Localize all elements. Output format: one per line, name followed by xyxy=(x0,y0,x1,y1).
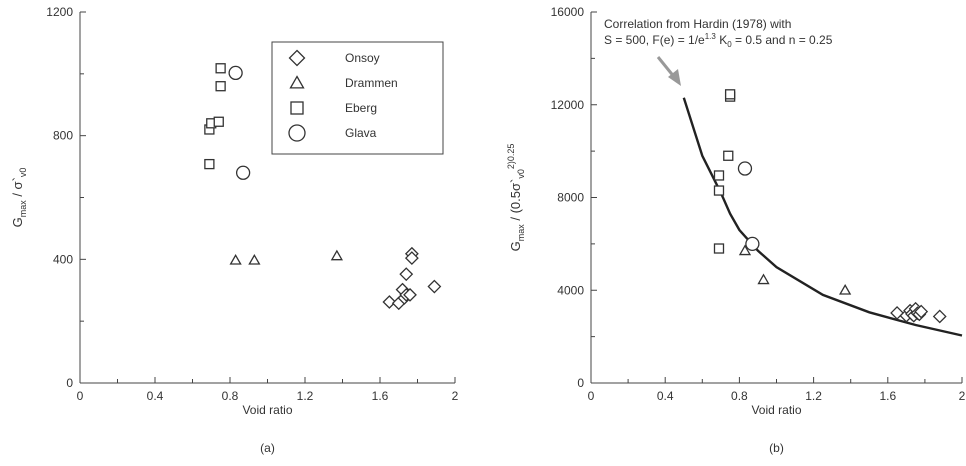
y-tick-label: 16000 xyxy=(551,5,585,19)
series-eberg xyxy=(713,89,736,254)
legend-label-onsoy: Onsoy xyxy=(345,51,380,65)
x-tick-label: 1.2 xyxy=(297,389,314,403)
legend-label-drammen: Drammen xyxy=(345,76,398,90)
panel-a: 0 0.4 0.8 1.2 1.6 2 0 400 800 1200 Void ratio Gmax … xyxy=(10,5,459,455)
data-point-drammen xyxy=(757,273,770,285)
legend-marker-eberg xyxy=(290,101,304,115)
y-tick-label: 12000 xyxy=(551,98,585,112)
x-tick-label: 2 xyxy=(959,389,966,403)
legend-marker-glava xyxy=(288,124,306,142)
y-tick-label: 800 xyxy=(53,129,73,143)
data-point-onsoy xyxy=(427,279,442,294)
annotation-line-2: S = 500, F(e) = 1/e1.3 K0 = 0.5 and n = … xyxy=(604,32,833,49)
x-tick-label: 0 xyxy=(77,389,84,403)
data-point-eberg xyxy=(204,158,215,170)
data-point-eberg xyxy=(215,81,226,92)
data-point-onsoy xyxy=(382,295,397,309)
annotation-arrow-head xyxy=(668,69,681,86)
y-tick-label: 4000 xyxy=(557,283,584,297)
data-point-drammen xyxy=(738,244,752,256)
y-tick-label: 400 xyxy=(53,252,73,266)
legend-marker-onsoy xyxy=(288,49,306,67)
series-glava xyxy=(228,65,251,180)
x-tick-label: 2 xyxy=(452,389,459,403)
panel-caption: (a) xyxy=(260,441,275,455)
series-eberg xyxy=(204,63,226,170)
y-tick-label: 1200 xyxy=(46,5,73,19)
y-tick-label: 0 xyxy=(577,376,584,390)
y-tick-label: 8000 xyxy=(557,191,584,205)
y-axis-label: Gmax / σ`v0 xyxy=(10,168,28,228)
panel-caption: (b) xyxy=(769,441,784,455)
x-tick-label: 0 xyxy=(588,389,595,403)
data-point-glava xyxy=(745,236,760,252)
data-point-eberg xyxy=(713,243,725,254)
x-tick-label: 0.8 xyxy=(222,389,239,403)
panel-b: 0 0.4 0.8 1.2 1.6 2 0 4000 8000 12000 16000 Void ra… xyxy=(506,5,966,455)
data-point-glava xyxy=(235,165,251,180)
data-point-eberg xyxy=(724,89,736,100)
data-point-eberg xyxy=(215,63,226,74)
data-point-onsoy xyxy=(932,309,947,324)
data-point-eberg xyxy=(713,185,725,196)
data-point-onsoy xyxy=(399,267,414,282)
data-point-onsoy xyxy=(914,304,929,319)
y-axis-label: Gmax / (0.5σ`v02)0.25 xyxy=(506,144,526,252)
data-point-glava xyxy=(228,65,243,81)
data-point-drammen xyxy=(839,283,852,295)
annotation-line-1: Correlation from Hardin (1978) with xyxy=(604,17,791,31)
legend-label-glava: Glava xyxy=(345,126,377,140)
x-axis-label: Void ratio xyxy=(751,403,801,417)
series-onsoy xyxy=(382,246,442,311)
data-point-drammen xyxy=(229,253,242,265)
x-tick-label: 1.6 xyxy=(879,389,896,403)
data-point-eberg xyxy=(213,116,224,127)
data-point-drammen xyxy=(248,253,261,265)
data-point-glava xyxy=(737,161,753,176)
series-glava xyxy=(737,161,760,252)
x-tick-label: 0.8 xyxy=(731,389,748,403)
data-point-onsoy xyxy=(403,287,417,302)
x-tick-label: 1.2 xyxy=(805,389,822,403)
y-tick-label: 0 xyxy=(66,376,73,390)
legend-marker-drammen xyxy=(289,75,305,89)
data-point-onsoy xyxy=(404,251,419,266)
data-point-drammen xyxy=(330,249,343,261)
series-drammen xyxy=(229,249,343,265)
legend-label-eberg: Eberg xyxy=(345,101,377,115)
x-tick-label: 1.6 xyxy=(372,389,389,403)
x-axis-label: Void ratio xyxy=(242,403,292,417)
x-tick-label: 0.4 xyxy=(147,389,164,403)
x-tick-label: 0.4 xyxy=(657,389,674,403)
data-point-eberg xyxy=(713,170,725,181)
series-drammen xyxy=(738,244,852,295)
data-point-eberg xyxy=(723,150,734,161)
series-onsoy xyxy=(890,301,947,324)
correlation-curve xyxy=(682,97,963,337)
